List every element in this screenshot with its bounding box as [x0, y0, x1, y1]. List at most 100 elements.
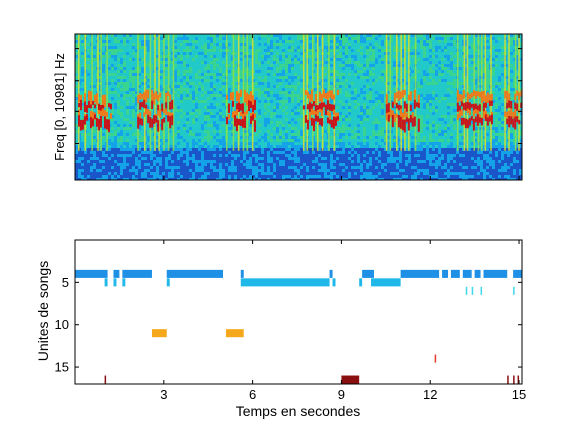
spectrogram-cell: [300, 76, 303, 79]
spectrogram-cell: [129, 49, 132, 52]
spectrogram-cell: [126, 133, 129, 136]
spectrogram-cell: [294, 91, 297, 94]
spectrogram-cell: [468, 64, 471, 67]
spectrogram-cell: [129, 70, 132, 73]
spectrogram-cell: [519, 73, 522, 76]
spectrogram-cell: [267, 52, 270, 55]
spectrogram-cell: [300, 85, 303, 88]
spectrogram-cell: [339, 43, 342, 46]
spectrogram-cell: [240, 79, 243, 82]
spectrogram-cell: [495, 112, 498, 115]
spectrogram-cell: [222, 103, 225, 106]
spectrogram-cell: [138, 109, 141, 112]
spectrogram-cell: [501, 64, 504, 67]
spectrogram-cell: [93, 91, 96, 94]
spectrogram-cell: [198, 106, 201, 109]
spectrogram-cell: [462, 61, 465, 64]
spectrogram-cell: [198, 100, 201, 103]
spectrogram-cell: [117, 118, 120, 121]
spectrogram-cell: [123, 118, 126, 121]
spectrogram-cell: [384, 109, 387, 112]
spectrogram-cell: [429, 91, 432, 94]
spectrogram-cell: [276, 76, 279, 79]
spectrogram-cell: [198, 112, 201, 115]
spectrogram-cell: [345, 94, 348, 97]
spectrogram-cell: [390, 82, 393, 85]
spectrogram-cell: [81, 34, 84, 37]
spectrogram-cell: [138, 43, 141, 46]
spectrogram-cell: [387, 79, 390, 82]
spectrogram-cell: [234, 37, 237, 40]
spectrogram-cell: [294, 79, 297, 82]
spectrogram-cell: [444, 103, 447, 106]
spectrogram-cell: [297, 37, 300, 40]
spectrogram-cell: [216, 121, 219, 124]
spectrogram-cell: [198, 124, 201, 127]
spectrogram-cell: [372, 85, 375, 88]
spectrogram-cell: [270, 133, 273, 136]
spectrogram-cell: [234, 79, 237, 82]
spectrogram-cell: [420, 55, 423, 58]
spectrogram-cell: [102, 88, 105, 91]
spectrogram-cell: [378, 64, 381, 67]
spectrogram-cell: [315, 40, 318, 43]
spectrogram-cell: [297, 94, 300, 97]
spectrogram-cell: [372, 73, 375, 76]
spectrogram-cell: [432, 85, 435, 88]
spectrogram-cell: [132, 127, 135, 130]
spectrogram-cell: [315, 121, 318, 124]
spectrogram-cell: [228, 91, 231, 94]
spectrogram-cell: [171, 130, 174, 133]
spectrogram-cell: [240, 70, 243, 73]
spectrogram-cell: [93, 34, 96, 37]
spectrogram-cell: [330, 49, 333, 52]
spectrogram-cell: [369, 52, 372, 55]
spectrogram-cell: [267, 58, 270, 61]
spectrogram-cell: [273, 121, 276, 124]
spectrogram-cell: [117, 61, 120, 64]
spectrogram-cell: [120, 55, 123, 58]
spectrogram-cell: [288, 49, 291, 52]
spectrogram-cell: [294, 127, 297, 130]
spectrogram-cell: [186, 106, 189, 109]
spectrogram-cell: [156, 34, 159, 37]
spectrogram-cell: [336, 109, 339, 112]
spectrogram-cell: [186, 88, 189, 91]
spectrogram-cell: [87, 112, 90, 115]
spectrogram-cell: [465, 130, 468, 133]
spectrogram-cell: [285, 46, 288, 49]
spectrogram-cell: [198, 118, 201, 121]
spectrogram-cell: [189, 52, 192, 55]
spectrogram-cell: [357, 49, 360, 52]
spectrogram-cell: [231, 67, 234, 70]
spectrogram-cell: [177, 124, 180, 127]
spectrogram-cell: [228, 58, 231, 61]
spectrogram-cell: [165, 73, 168, 76]
spectrogram-cell: [300, 73, 303, 76]
spectrogram-cell: [117, 100, 120, 103]
spectrogram-cell: [426, 58, 429, 61]
spectrogram-cell: [255, 49, 258, 52]
spectrogram-cell: [420, 61, 423, 64]
spectrogram-cell: [267, 73, 270, 76]
spectrogram-cell: [519, 121, 522, 124]
spectrogram-cell: [378, 46, 381, 49]
spectrogram-cell: [111, 112, 114, 115]
spectrogram-cell: [426, 34, 429, 37]
spectrogram-cell: [180, 34, 183, 37]
spectrogram-cell: [393, 73, 396, 76]
spectrogram-cell: [510, 94, 513, 97]
spectrogram-cell: [138, 34, 141, 37]
spectrogram-cell: [438, 112, 441, 115]
spectrogram-cell: [423, 121, 426, 124]
spectrogram-cell: [183, 106, 186, 109]
spectrogram-cell: [330, 55, 333, 58]
spectrogram-cell: [270, 109, 273, 112]
spectrogram-cell: [375, 46, 378, 49]
spectrogram-cell: [261, 37, 264, 40]
spectrogram-cell: [354, 91, 357, 94]
spectrogram-cell: [450, 52, 453, 55]
spectrogram-cell: [405, 37, 408, 40]
spectrogram-cell: [339, 82, 342, 85]
spectrogram-cell: [402, 103, 405, 106]
